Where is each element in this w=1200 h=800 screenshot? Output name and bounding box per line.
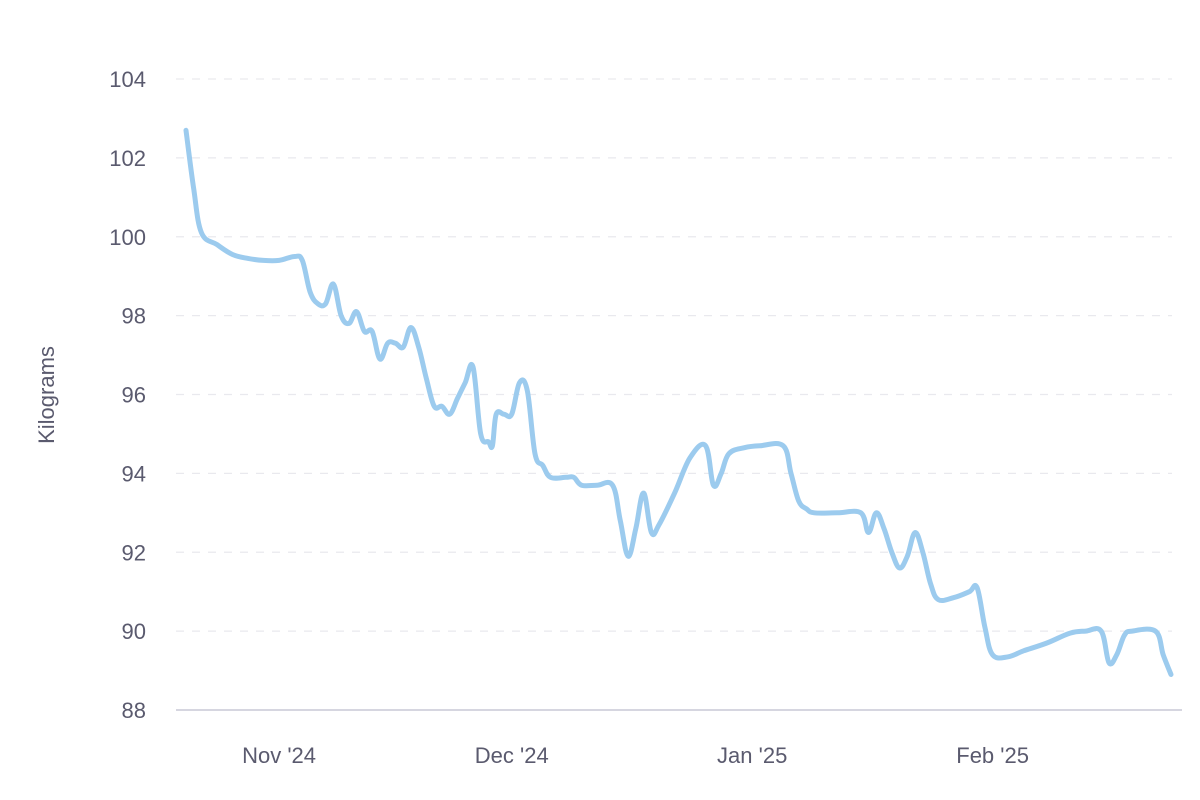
y-tick-label: 104 xyxy=(109,67,146,92)
y-tick-label: 100 xyxy=(109,225,146,250)
y-axis-ticks: 88 90 92 94 96 98 100 102 104 xyxy=(109,67,146,723)
series-layer xyxy=(183,127,1174,677)
y-tick-label: 94 xyxy=(122,461,146,486)
x-axis-ticks: Nov '24 Dec '24 Jan '25 Feb '25 xyxy=(242,743,1029,768)
y-tick-label: 102 xyxy=(109,146,146,171)
y-tick-label: 96 xyxy=(122,383,146,408)
weight-series-line xyxy=(183,127,1174,677)
y-tick-label: 88 xyxy=(122,698,146,723)
y-tick-label: 90 xyxy=(122,619,146,644)
x-tick-label: Jan '25 xyxy=(717,743,787,768)
grid-lines xyxy=(176,78,1172,632)
y-axis-title: Kilograms xyxy=(34,346,59,444)
y-tick-label: 92 xyxy=(122,540,146,565)
x-tick-label: Dec '24 xyxy=(475,743,549,768)
x-tick-label: Nov '24 xyxy=(242,743,316,768)
x-tick-label: Feb '25 xyxy=(956,743,1029,768)
y-tick-label: 98 xyxy=(122,304,146,329)
